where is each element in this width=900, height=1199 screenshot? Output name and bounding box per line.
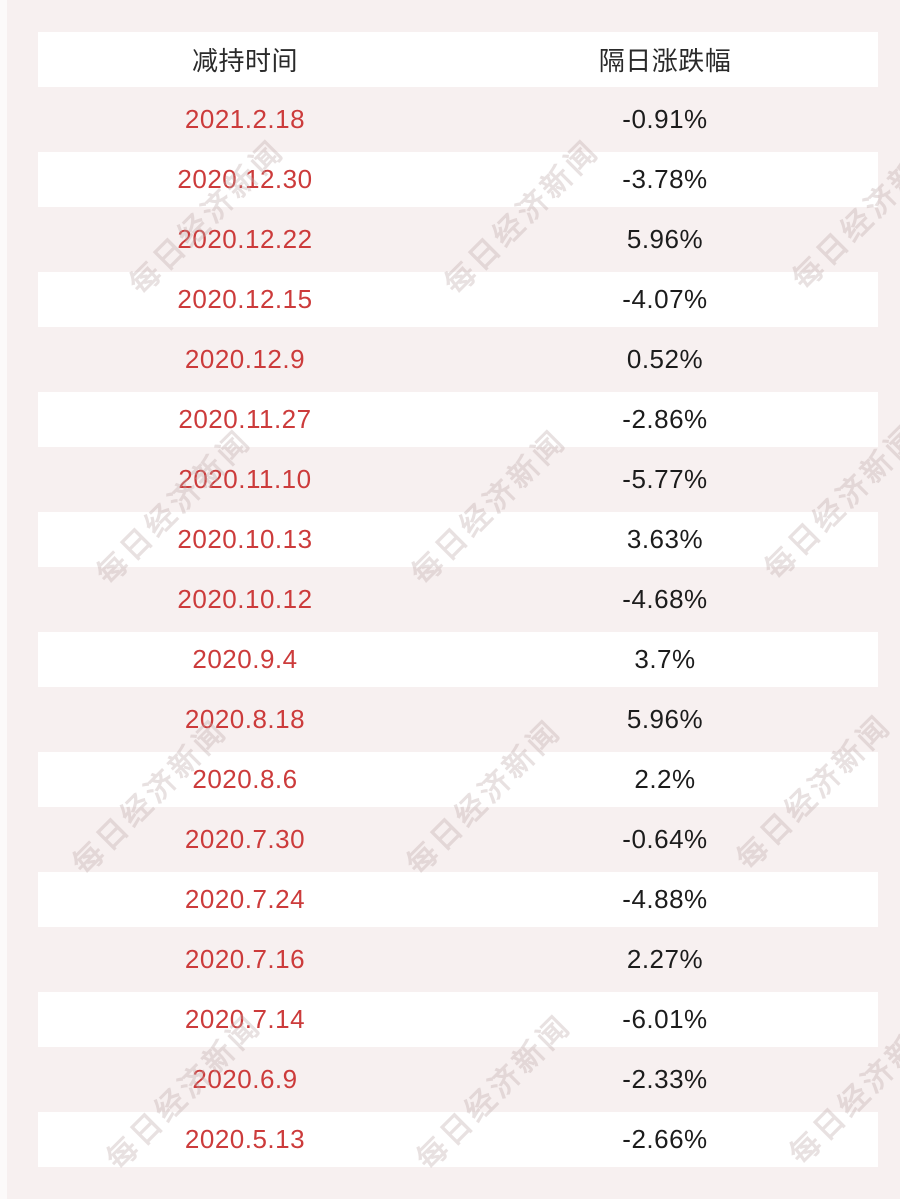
next-day-change-cell: -0.64% (622, 824, 708, 854)
reduction-date-cell: 2021.2.18 (184, 104, 306, 134)
next-day-change-cell: 5.96% (626, 224, 704, 254)
table-row: 2020.6.9 -2.33% (38, 1052, 878, 1107)
reduction-date-cell: 2020.9.4 (192, 644, 298, 674)
reduction-date-cell: 2020.12.30 (177, 164, 313, 194)
table-row: 2020.7.14 -6.01% (38, 992, 878, 1047)
table-row: 2020.11.27 -2.86% (38, 392, 878, 447)
reduction-date-cell: 2020.8.18 (184, 704, 306, 734)
reduction-date-cell: 2020.7.16 (184, 944, 306, 974)
reduction-date-cell: 2020.11.27 (178, 404, 312, 434)
reduction-date-cell: 2020.7.14 (184, 1004, 306, 1034)
reduction-date-cell: 2020.12.15 (177, 284, 313, 314)
next-day-change-cell: -5.77% (622, 464, 708, 494)
reduction-date-cell: 2020.8.6 (192, 764, 298, 794)
next-day-change-cell: -2.66% (622, 1124, 708, 1154)
table-row: 2020.8.6 2.2% (38, 752, 878, 807)
table-row: 2020.7.16 2.27% (38, 932, 878, 987)
next-day-change-cell: 3.63% (626, 524, 704, 554)
next-day-change-cell: -4.88% (622, 884, 708, 914)
reduction-date-cell: 2020.6.9 (192, 1064, 298, 1094)
table-row: 2021.2.18 -0.91% (38, 92, 878, 147)
next-day-change-cell: 5.96% (626, 704, 704, 734)
reduction-date-cell: 2020.11.10 (178, 464, 312, 494)
next-day-change-cell: -0.91% (622, 104, 708, 134)
reduction-date-cell: 2020.7.24 (184, 884, 306, 914)
table-row: 2020.12.9 0.52% (38, 332, 878, 387)
reduction-date-cell: 2020.12.9 (184, 344, 306, 374)
table-row: 2020.7.30 -0.64% (38, 812, 878, 867)
next-day-change-cell: 3.7% (634, 644, 696, 674)
next-day-change-cell: 0.52% (626, 344, 704, 374)
reduction-date-cell: 2020.5.13 (184, 1124, 306, 1154)
reduction-date-cell: 2020.10.12 (177, 584, 313, 614)
next-day-change-cell: -4.07% (622, 284, 708, 314)
table-row: 2020.11.10 -5.77% (38, 452, 878, 507)
next-day-change-cell: -3.78% (622, 164, 708, 194)
table-row: 2020.10.12 -4.68% (38, 572, 878, 627)
table-row: 2020.10.13 3.63% (38, 512, 878, 567)
next-day-change-cell: -2.86% (622, 404, 708, 434)
reduction-date-cell: 2020.7.30 (184, 824, 306, 854)
table-row: 2020.5.13 -2.66% (38, 1112, 878, 1167)
table-row: 2020.9.4 3.7% (38, 632, 878, 687)
table-row: 2020.12.22 5.96% (38, 212, 878, 267)
reduction-table: 减持时间 隔日涨跌幅 2021.2.18 -0.91% 2020.12.30 -3.7… (38, 27, 878, 1172)
left-edge-strip (0, 0, 7, 1199)
table-row: 2020.8.18 5.96% (38, 692, 878, 747)
column-header-change: 隔日涨跌幅 (598, 46, 732, 76)
table-body: 2021.2.18 -0.91% 2020.12.30 -3.78% 2020.12.2… (38, 92, 878, 1167)
next-day-change-cell: 2.2% (634, 764, 696, 794)
next-day-change-cell: 2.27% (626, 944, 704, 974)
table-row: 2020.12.30 -3.78% (38, 152, 878, 207)
table-header-row: 减持时间 隔日涨跌幅 (38, 32, 878, 87)
column-header-date: 减持时间 (191, 46, 298, 76)
reduction-date-cell: 2020.10.13 (177, 524, 313, 554)
next-day-change-cell: -4.68% (622, 584, 708, 614)
next-day-change-cell: -2.33% (622, 1064, 708, 1094)
reduction-date-cell: 2020.12.22 (177, 224, 313, 254)
table-row: 2020.7.24 -4.88% (38, 872, 878, 927)
next-day-change-cell: -6.01% (622, 1004, 708, 1034)
table-row: 2020.12.15 -4.07% (38, 272, 878, 327)
